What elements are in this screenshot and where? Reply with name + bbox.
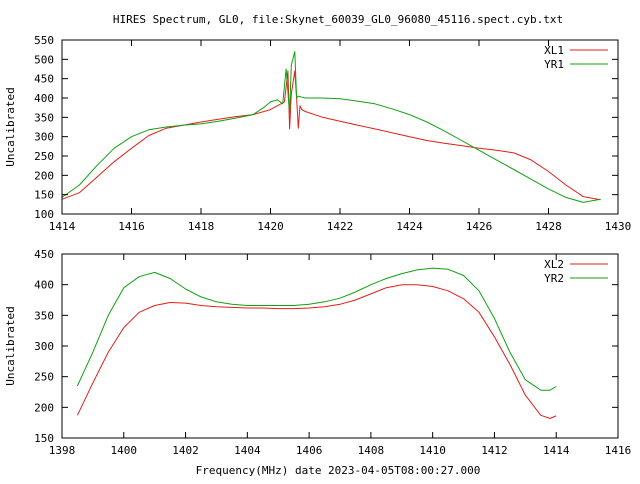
y-tick-label: 400 — [34, 279, 54, 292]
legend-label-xl1: XL1 — [544, 44, 564, 57]
x-tick-label: 1426 — [466, 220, 493, 233]
legend-label-yr2: YR2 — [544, 272, 564, 285]
series-line-yr1 — [61, 51, 601, 203]
y-axis-label: Uncalibrated — [4, 87, 17, 166]
x-tick-label: 1416 — [118, 220, 145, 233]
x-tick-label: 1406 — [296, 444, 323, 457]
x-tick-label: 1398 — [49, 444, 76, 457]
x-tick-label: 1402 — [172, 444, 199, 457]
x-tick-label: 1400 — [111, 444, 138, 457]
y-tick-label: 550 — [34, 34, 54, 47]
series-line-xl2 — [76, 284, 557, 419]
y-tick-label: 150 — [34, 189, 54, 202]
panel-2: 150 200 250 300 350 400 450 1398 1400 1402 1404 140… — [4, 248, 631, 457]
y-tick-label: 250 — [34, 150, 54, 163]
y-tick-label: 300 — [34, 340, 54, 353]
y-tick-label: 350 — [34, 111, 54, 124]
y-tick-label: 400 — [34, 92, 54, 105]
x-tick-label: 1408 — [358, 444, 385, 457]
x-tick-label: 1418 — [188, 220, 215, 233]
y-tick-label: 100 — [34, 208, 54, 221]
plot-frame — [61, 253, 619, 439]
y-axis-label: Uncalibrated — [4, 306, 17, 385]
x-tick-label: 1412 — [481, 444, 508, 457]
x-tick-label: 1420 — [257, 220, 284, 233]
y-tick-label: 350 — [34, 309, 54, 322]
x-tick-label: 1404 — [234, 444, 261, 457]
legend-label-xl2: XL2 — [544, 258, 564, 271]
x-tick-label: 1410 — [419, 444, 446, 457]
x-tick-label: 1416 — [605, 444, 632, 457]
y-tick-label: 150 — [34, 432, 54, 445]
x-tick-label: 1424 — [396, 220, 423, 233]
y-tick-label: 450 — [34, 73, 54, 86]
plot-frame — [61, 39, 619, 215]
figure-xlabel: Frequency(MHz) date 2023-04-05T08:00:27.… — [196, 464, 481, 477]
x-tick-label: 1414 — [49, 220, 76, 233]
x-tick-label: 1422 — [327, 220, 354, 233]
y-tick-label: 200 — [34, 169, 54, 182]
x-tick-label: 1414 — [543, 444, 570, 457]
y-tick-label: 200 — [34, 401, 54, 414]
y-tick-label: 500 — [34, 53, 54, 66]
y-tick-label: 300 — [34, 131, 54, 144]
series-line-xl1 — [61, 70, 601, 201]
panel-1: 100 150 200 250 300 350 400 450 500 550 1414 1416 14… — [4, 34, 631, 233]
x-tick-label: 1428 — [535, 220, 562, 233]
legend-label-yr1: YR1 — [544, 58, 564, 71]
y-tick-label: 450 — [34, 248, 54, 261]
y-tick-label: 250 — [34, 371, 54, 384]
series-line-yr2 — [76, 267, 557, 391]
figure-title: HIRES Spectrum, GL0, file:Skynet_60039_G… — [113, 13, 563, 26]
x-tick-label: 1430 — [605, 220, 632, 233]
